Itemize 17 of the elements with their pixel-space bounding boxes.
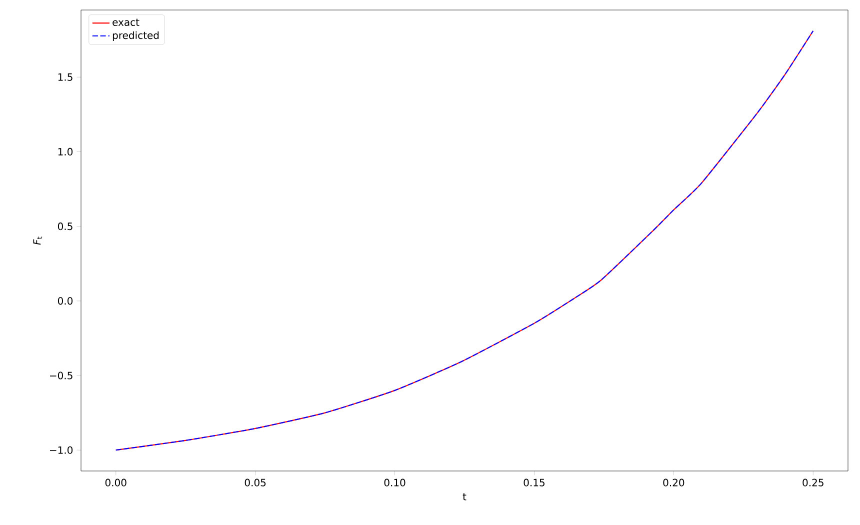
x-tick-label: 0.15: [524, 478, 544, 486]
y-tick-label: −1.0: [50, 446, 73, 454]
x-tick-label: 0.00: [105, 478, 126, 486]
x-tick-label: 0.25: [802, 478, 824, 486]
x-tick-label: 0.20: [663, 478, 684, 486]
legend-label: exact: [112, 18, 140, 26]
x-tick-label: 0.05: [244, 478, 266, 486]
y-tick-label: 0.5: [58, 222, 72, 230]
y-axis-title: F$_{t}$: [33, 236, 42, 245]
y-tick-label: −0.5: [50, 372, 72, 380]
line-series: [115, 30, 814, 451]
x-axis-title: t: [462, 493, 466, 500]
y-tick-label: 1.5: [58, 73, 72, 81]
y-tick-label: 0.0: [58, 297, 73, 305]
x-tick-label: 0.10: [384, 478, 406, 486]
legend-label: predicted: [112, 31, 159, 42]
y-tick-label: 1.0: [58, 148, 73, 156]
